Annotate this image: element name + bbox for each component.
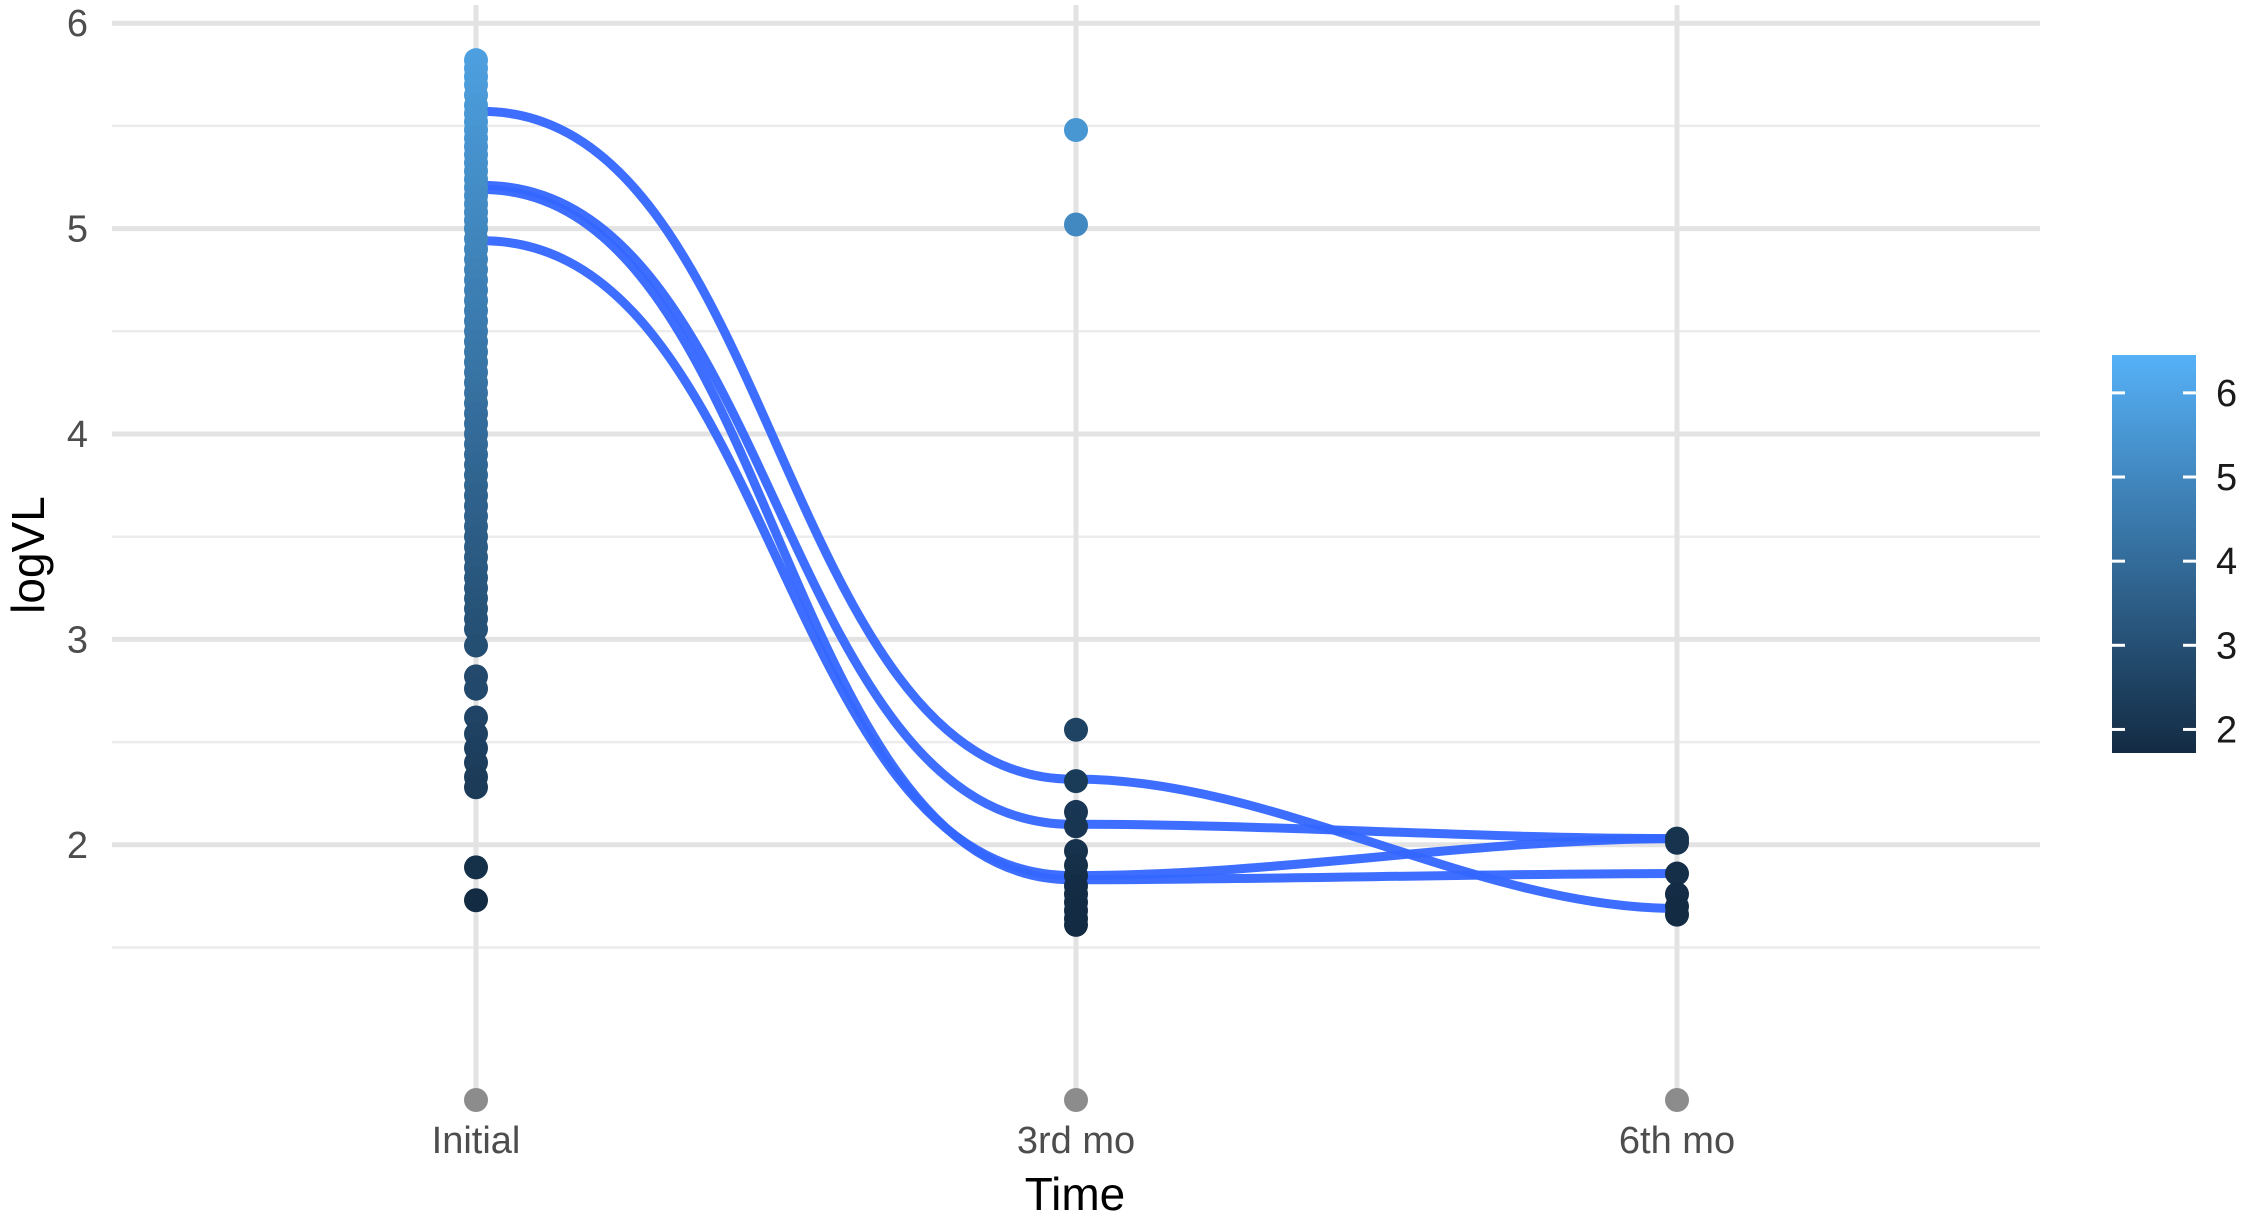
points-layer	[464, 48, 1689, 1112]
data-point	[464, 855, 488, 880]
colorbar-label: 2	[2216, 709, 2237, 751]
data-point	[1064, 814, 1088, 839]
smooth-line-1	[471, 106, 1682, 913]
data-point	[1064, 212, 1088, 237]
y-tick-label: 5	[67, 209, 88, 251]
colorbar-label: 5	[2216, 457, 2237, 499]
colorbar-label: 6	[2216, 373, 2237, 415]
data-point	[464, 705, 488, 730]
colorbar	[2112, 355, 2196, 753]
data-point	[1064, 769, 1088, 794]
colorbar-label: 4	[2216, 541, 2237, 583]
data-point	[1064, 717, 1088, 742]
smooth-line-2	[471, 180, 1682, 844]
data-point	[464, 775, 488, 800]
color-legend: 2 3 4 5 6	[2112, 355, 2237, 753]
data-point	[464, 1088, 488, 1112]
y-tick-label: 4	[67, 414, 88, 456]
smooth-lines-layer	[471, 106, 1682, 913]
data-point	[1665, 861, 1689, 886]
data-point	[1064, 1088, 1088, 1112]
y-tick-label: 6	[67, 3, 88, 45]
x-tick-label: Initial	[432, 1120, 521, 1162]
x-axis-title: Time	[1025, 1168, 1126, 1217]
y-axis: 2 3 4 5 6	[67, 3, 88, 867]
data-point	[464, 676, 488, 701]
data-point	[1064, 118, 1088, 143]
y-axis-title: logVL	[2, 496, 54, 614]
y-tick-label: 3	[67, 619, 88, 661]
data-point	[464, 633, 488, 658]
data-point	[1665, 830, 1689, 855]
x-tick-label: 3rd mo	[1017, 1120, 1135, 1162]
smooth-line-4	[471, 236, 1682, 881]
data-point	[464, 617, 488, 642]
x-axis: Initial 3rd mo 6th mo	[432, 1120, 1735, 1162]
y-tick-label: 2	[67, 825, 88, 867]
colorbar-label: 3	[2216, 625, 2237, 667]
x-tick-label: 6th mo	[1619, 1120, 1735, 1162]
data-point	[464, 888, 488, 913]
data-point	[1665, 1088, 1689, 1112]
data-point	[1064, 912, 1088, 937]
data-point	[1665, 902, 1689, 927]
